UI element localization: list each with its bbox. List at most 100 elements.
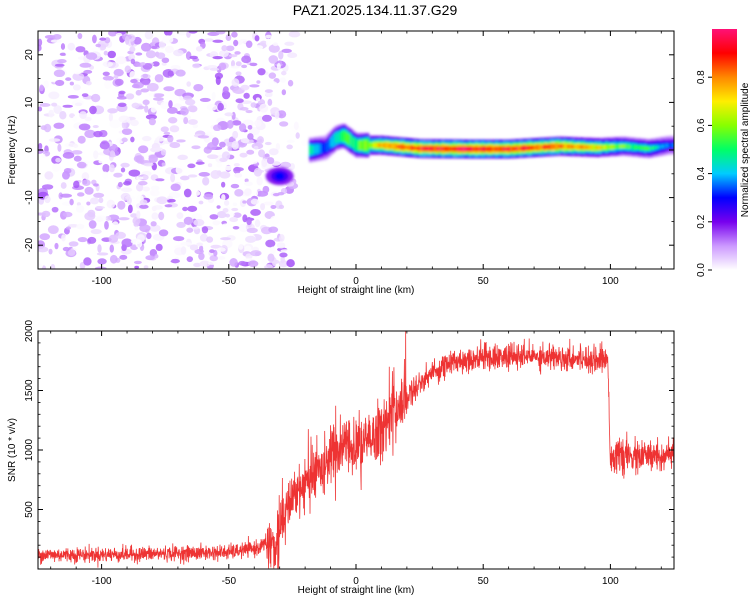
noise-speck: [152, 61, 160, 67]
noise-speck: [267, 253, 275, 262]
noise-speck: [40, 125, 47, 131]
noise-speck: [193, 83, 204, 92]
noise-speck: [230, 183, 240, 189]
noise-speck: [106, 199, 116, 209]
noise-speck: [254, 119, 262, 127]
noise-speck: [238, 244, 244, 250]
noise-speck: [121, 128, 133, 135]
noise-speck: [141, 79, 150, 86]
noise-speck: [245, 253, 253, 260]
noise-speck: [98, 197, 104, 204]
noise-speck: [119, 262, 128, 268]
noise-speck: [84, 129, 96, 139]
noise-speck: [142, 99, 150, 106]
noise-speck: [195, 161, 205, 165]
noise-speck: [93, 130, 103, 138]
noise-speck: [254, 219, 261, 228]
noise-speck: [278, 50, 284, 60]
noise-speck: [276, 242, 286, 249]
noise-speck: [225, 213, 231, 218]
noise-speck: [77, 237, 88, 243]
noise-speck: [232, 226, 240, 230]
noise-speck: [108, 112, 113, 122]
noise-speck: [212, 56, 223, 60]
noise-speck: [104, 80, 112, 89]
noise-speck: [186, 256, 194, 263]
noise-speck: [71, 99, 84, 107]
noise-speck: [209, 214, 219, 220]
y-tick-label: 1500: [24, 379, 35, 402]
noise-speck: [102, 61, 114, 68]
noise-speck: [210, 170, 221, 179]
noise-speck: [188, 105, 198, 113]
noise-speck: [187, 119, 198, 125]
noise-speck: [53, 105, 62, 114]
noise-speck: [216, 247, 226, 252]
noise-speck: [71, 150, 83, 155]
noise-speck: [258, 149, 266, 158]
noise-speck: [114, 78, 124, 86]
noise-speck: [151, 45, 158, 49]
noise-speck: [135, 239, 143, 249]
noise-speck: [198, 172, 211, 177]
noise-speck: [99, 37, 107, 41]
noise-speck: [232, 130, 239, 139]
noise-speck: [67, 95, 79, 99]
noise-speck: [222, 207, 229, 213]
noise-speck: [253, 45, 264, 50]
noise-speck: [105, 216, 112, 221]
noise-speck: [246, 149, 255, 155]
noise-speck: [260, 203, 266, 211]
noise-speck: [280, 249, 292, 253]
noise-speck: [79, 62, 92, 68]
noise-speck: [176, 212, 184, 220]
noise-speck: [262, 185, 270, 194]
noise-speck: [281, 70, 287, 76]
noise-speck: [158, 229, 169, 237]
noise-speck: [129, 119, 139, 127]
noise-speck: [229, 177, 238, 185]
noise-speck: [76, 161, 87, 169]
noise-speck: [191, 145, 201, 150]
noise-speck: [160, 101, 170, 110]
noise-speck: [135, 89, 142, 96]
noise-speck: [113, 74, 119, 79]
noise-speck: [206, 103, 218, 111]
noise-speck: [167, 198, 176, 203]
noise-speck: [128, 169, 141, 177]
noise-speck: [72, 84, 81, 91]
noise-speck: [139, 224, 151, 233]
noise-speck: [225, 34, 232, 41]
noise-speck: [120, 192, 131, 201]
noise-speck: [123, 181, 132, 186]
noise-speck: [224, 112, 234, 117]
noise-speck: [113, 172, 123, 178]
noise-speck: [216, 205, 221, 209]
noise-speck: [48, 91, 60, 100]
noise-speck: [154, 74, 164, 83]
noise-speck: [62, 151, 75, 159]
noise-speck: [67, 249, 76, 257]
noise-speck: [195, 46, 203, 52]
noise-speck: [83, 69, 93, 74]
noise-speck: [210, 244, 222, 249]
noise-speck: [161, 162, 166, 167]
noise-speck: [109, 254, 118, 264]
noise-speck: [142, 63, 153, 70]
noise-speck: [158, 40, 166, 49]
noise-speck: [284, 41, 295, 46]
noise-speck: [264, 264, 273, 269]
noise-speck: [287, 79, 294, 87]
noise-speck: [135, 183, 144, 192]
noise-speck: [104, 37, 111, 44]
noise-speck: [201, 226, 209, 234]
noise-speck: [54, 242, 59, 250]
noise-speck: [152, 147, 163, 151]
noise-speck: [95, 43, 102, 48]
noise-speck: [140, 61, 146, 66]
noise-speck: [51, 102, 58, 107]
colorbar-gradient: [712, 29, 737, 270]
noise-speck: [281, 89, 287, 96]
noise-speck: [270, 215, 280, 225]
noise-speck: [43, 80, 49, 89]
